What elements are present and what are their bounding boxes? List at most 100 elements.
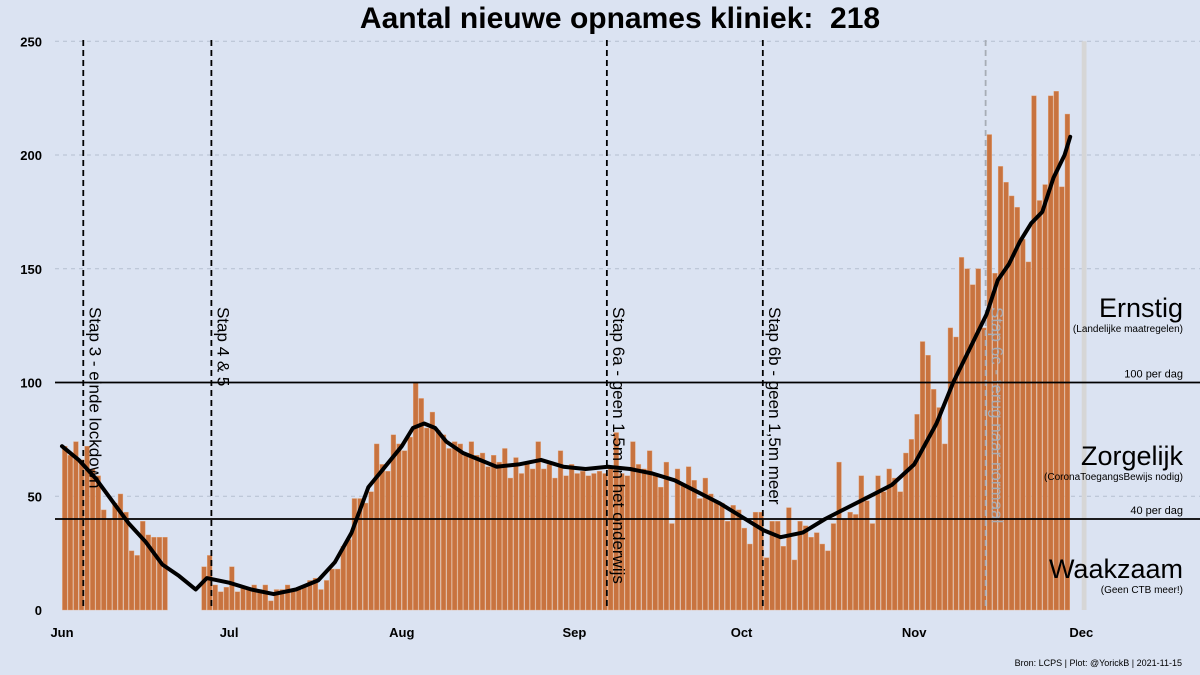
bar xyxy=(201,566,207,611)
source-credit: Bron: LCPS | Plot: @YorickB | 2021-11-15 xyxy=(1014,658,1182,668)
bar xyxy=(301,587,307,611)
bar xyxy=(914,414,920,611)
y-tick-label: 50 xyxy=(28,489,42,504)
bar xyxy=(791,559,798,611)
bar xyxy=(903,452,909,611)
bar xyxy=(557,450,564,611)
bar xyxy=(730,505,736,611)
event-label: Stap 6b - geen 1,5m meer xyxy=(765,307,784,505)
event-lines: Stap 3 - einde lockdown Stap 4 & 5 Stap 6a… xyxy=(82,40,1007,610)
bar xyxy=(931,389,937,611)
zone-subtitle: (CoronaToegangsBewijs nodig) xyxy=(1044,472,1183,483)
bar xyxy=(630,441,636,611)
bar xyxy=(440,434,447,611)
bar xyxy=(819,543,825,611)
bar xyxy=(697,498,703,611)
bar xyxy=(67,455,73,611)
bar xyxy=(953,336,959,611)
zone-subtitle: (Landelijke maatregelen) xyxy=(1073,324,1183,335)
bar xyxy=(290,591,296,611)
bar xyxy=(329,568,335,611)
zone-labels: Ernstig(Landelijke maatregelen) Zorgelijk… xyxy=(1044,293,1183,596)
bar xyxy=(145,534,151,611)
bar xyxy=(62,446,68,611)
bar xyxy=(619,473,625,611)
bar xyxy=(335,568,341,611)
bar xyxy=(992,273,998,611)
axes: 0 50 100 150 200 250 Jun Jul Aug Sep Oct Nov Dec xyxy=(20,34,1093,640)
bar xyxy=(479,452,486,611)
bar xyxy=(251,584,257,611)
bar xyxy=(357,498,363,611)
bar xyxy=(892,477,898,611)
chart-title: Aantal nieuwe opnames kliniek: 218 xyxy=(359,2,881,35)
bar xyxy=(647,450,653,611)
bar xyxy=(273,589,280,611)
bar xyxy=(858,475,864,611)
bar xyxy=(285,584,291,611)
bar xyxy=(496,461,502,611)
bar xyxy=(401,450,408,611)
bar xyxy=(869,523,876,611)
bar xyxy=(713,500,720,611)
bar xyxy=(140,521,146,611)
bar xyxy=(418,398,424,611)
bar xyxy=(830,523,837,611)
bar xyxy=(936,407,942,611)
moving-average xyxy=(60,134,1073,597)
y-tick-label: 150 xyxy=(20,262,42,277)
zone-name: Zorgelijk xyxy=(1081,441,1184,471)
bar xyxy=(958,257,965,611)
bar xyxy=(970,284,976,611)
bar xyxy=(613,432,619,611)
bar xyxy=(736,509,742,611)
bar xyxy=(307,580,313,611)
bar xyxy=(117,493,124,611)
bar xyxy=(1014,207,1020,611)
x-tick-label: Sep xyxy=(563,625,587,640)
bar xyxy=(463,455,469,611)
bar xyxy=(825,550,831,611)
bar xyxy=(836,461,842,611)
bar xyxy=(134,555,140,611)
bar xyxy=(803,525,809,611)
bar xyxy=(964,268,970,611)
event-label: Stap 4 & 5 xyxy=(213,307,232,386)
bar xyxy=(123,511,129,611)
bar xyxy=(84,446,90,611)
bar xyxy=(435,430,441,611)
bar xyxy=(702,477,708,611)
bar xyxy=(680,484,686,611)
bar xyxy=(474,455,480,611)
bar xyxy=(997,166,1004,611)
bar xyxy=(947,327,954,611)
bar xyxy=(814,532,820,611)
event-label: Stap 6c - terug naar normaal xyxy=(988,307,1007,523)
bar xyxy=(1048,95,1054,611)
bar xyxy=(407,436,413,611)
bar xyxy=(552,477,558,611)
bar xyxy=(535,441,541,611)
bar xyxy=(1020,238,1026,611)
bar xyxy=(279,589,285,611)
bar xyxy=(674,468,681,611)
y-tick-label: 0 xyxy=(35,603,42,618)
bar xyxy=(268,600,274,611)
bar xyxy=(563,475,569,611)
bar xyxy=(641,468,647,611)
bar xyxy=(686,466,692,611)
bar xyxy=(379,464,385,611)
bar xyxy=(981,327,987,611)
average-line xyxy=(60,134,1073,597)
bar xyxy=(786,507,792,611)
x-tick-label: Jul xyxy=(220,625,239,640)
bar xyxy=(162,537,168,611)
event-label: Stap 3 - einde lockdown xyxy=(85,307,104,488)
bar xyxy=(942,443,948,611)
bar xyxy=(574,473,580,611)
bar xyxy=(658,486,664,611)
projection-bar xyxy=(1081,41,1087,610)
bar xyxy=(351,498,358,611)
bar xyxy=(708,493,714,611)
